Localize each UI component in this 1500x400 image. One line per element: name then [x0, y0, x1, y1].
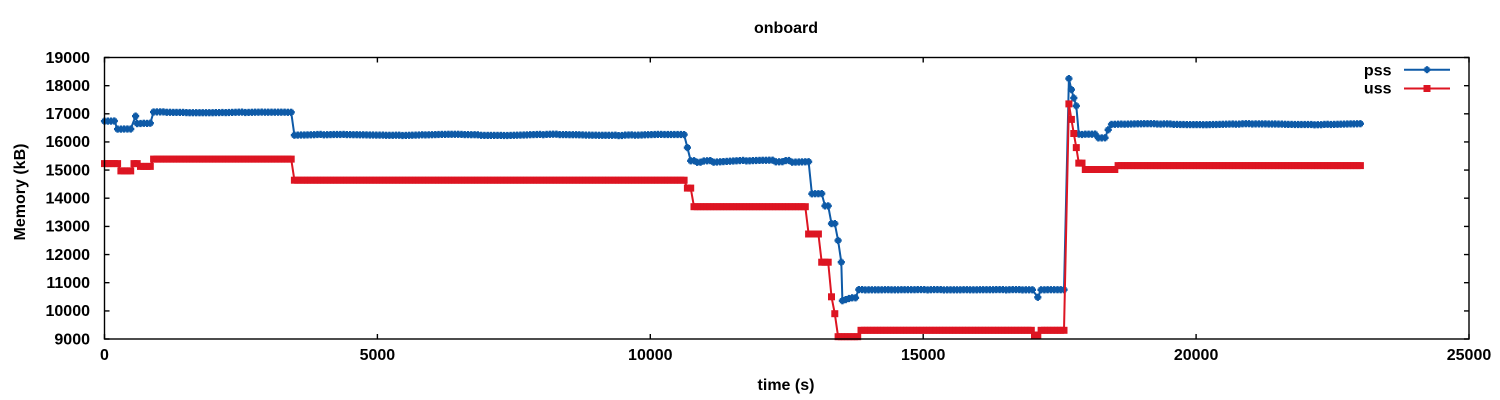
svg-text:pss: pss — [1364, 62, 1392, 79]
svg-text:15000: 15000 — [46, 162, 91, 179]
svg-text:10000: 10000 — [628, 347, 673, 364]
svg-text:9000: 9000 — [54, 331, 90, 348]
svg-text:25000: 25000 — [1447, 347, 1492, 364]
svg-text:13000: 13000 — [46, 219, 91, 236]
svg-text:20000: 20000 — [1174, 347, 1219, 364]
svg-text:17000: 17000 — [46, 106, 91, 123]
svg-text:Memory (kB): Memory (kB) — [12, 144, 29, 241]
svg-text:uss: uss — [1364, 80, 1392, 97]
svg-text:onboard: onboard — [754, 20, 818, 37]
svg-text:15000: 15000 — [901, 347, 946, 364]
svg-text:16000: 16000 — [46, 134, 91, 151]
svg-text:11000: 11000 — [46, 275, 90, 292]
svg-text:18000: 18000 — [46, 78, 91, 95]
svg-text:time (s): time (s) — [758, 377, 815, 394]
svg-text:14000: 14000 — [46, 191, 91, 208]
svg-text:5000: 5000 — [360, 347, 396, 364]
svg-text:0: 0 — [100, 347, 109, 364]
svg-text:10000: 10000 — [46, 303, 91, 320]
svg-text:19000: 19000 — [46, 50, 91, 67]
svg-text:12000: 12000 — [46, 247, 91, 264]
